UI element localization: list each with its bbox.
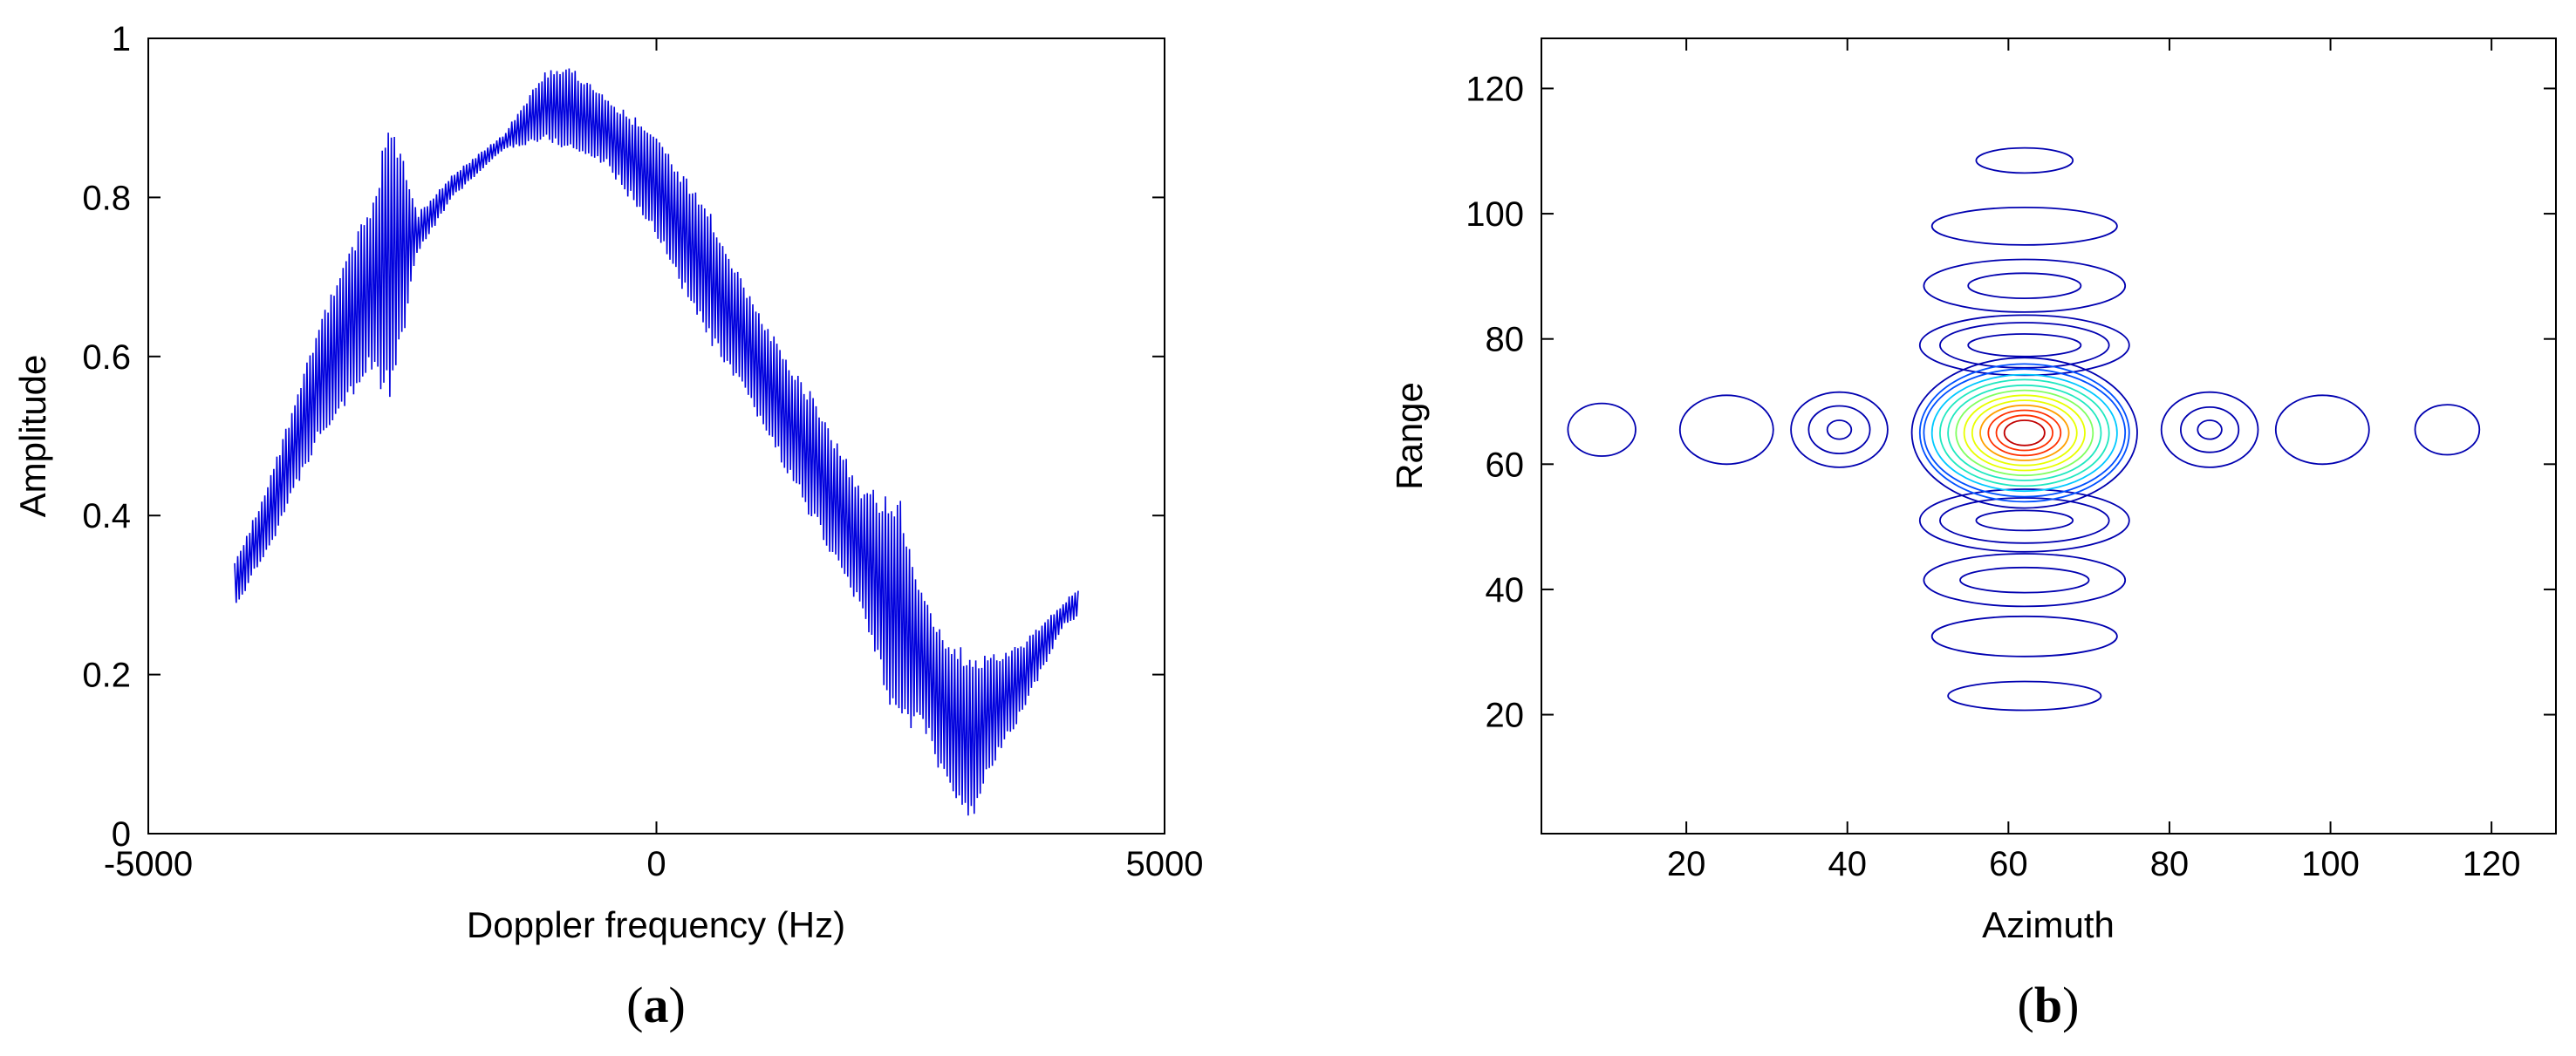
plot-b-y-tick-label: 40 (1486, 571, 1525, 610)
plot-a-y-tick-label: 0.2 (82, 657, 131, 695)
plot-b-x-tick-label: 60 (1989, 845, 2028, 883)
main-lobe-contour (1918, 363, 2130, 503)
azimuth-sidelobe-contour (1678, 394, 1774, 466)
plot-b-y-tick-label: 120 (1466, 70, 1524, 108)
main-lobe-contour (1939, 378, 2110, 487)
plot-a-y-tick-label: 0.8 (82, 179, 131, 217)
range-sidelobe-contour (1930, 206, 2118, 246)
plot-b-y-tick-label: 60 (1486, 446, 1525, 484)
plot-a-x-tick-label: -5000 (104, 845, 193, 883)
plot-b-x-tick-label: 40 (1828, 845, 1867, 883)
plot-b-x-tick-label: 100 (2301, 845, 2360, 883)
range-sidelobe-contour (1959, 566, 2090, 594)
plot-b-x-tick-label: 20 (1667, 845, 1706, 883)
azimuth-sidelobe-contour (2180, 405, 2240, 453)
panel-b-caption: (b) (2018, 977, 2080, 1033)
range-sidelobe-contour (1923, 553, 2127, 608)
range-sidelobe-contour (1939, 322, 2110, 369)
azimuth-sidelobe-contour (2274, 394, 2370, 466)
azimuth-sidelobe-contour (1826, 419, 1853, 440)
main-lobe-contour (1955, 389, 2094, 477)
azimuth-sidelobe-contour (1807, 405, 1871, 454)
plot-b-y-tick-label: 20 (1486, 697, 1525, 735)
range-sidelobe-contour (1975, 509, 2074, 532)
plot-b-background (1541, 38, 2556, 834)
spectrum-trace (234, 68, 1079, 816)
azimuth-sidelobe-contour (2160, 391, 2259, 468)
range-sidelobe-contour (1923, 258, 2127, 313)
range-sidelobe-contour (1947, 680, 2102, 712)
panel-b-caption-letter: b (2034, 977, 2062, 1033)
main-lobe-contour (1963, 394, 2086, 472)
plot-b-axes-box (1541, 37, 2557, 835)
plot-b-y-tick-label: 80 (1486, 321, 1525, 359)
plot-a-y-axis-label: Amplitude (12, 355, 53, 518)
main-lobe-contour (1995, 414, 2053, 452)
plot-a-y-tick-label: 0.4 (82, 497, 131, 535)
main-lobe-contour (2003, 419, 2046, 446)
main-lobe-contour (1979, 404, 2070, 461)
plot-b-y-tick-label: 100 (1466, 195, 1524, 234)
panel-b-caption-open: ( (2018, 977, 2034, 1033)
main-lobe-contour (1930, 373, 2118, 493)
spectrum-line (234, 68, 1079, 816)
range-sidelobe-contour (1967, 333, 2082, 358)
range-sidelobe-contour (1930, 615, 2118, 657)
azimuth-sidelobe-contour (2197, 419, 2223, 440)
panel-a-caption: (a) (626, 977, 686, 1033)
range-sidelobe-contour (1939, 497, 2110, 544)
azimuth-sidelobe-contour (1790, 391, 1889, 468)
plot-b-ticks: 20 40 60 80 100 120 20 40 60 80 100 120 (1466, 38, 2556, 883)
range-sidelobe-contour (1975, 146, 2074, 174)
contour-lines (1567, 146, 2481, 712)
panel-a-caption-close: ) (669, 977, 686, 1033)
plot-a-y-tick-label: 0.6 (82, 338, 131, 377)
main-lobe-contour (1971, 399, 2078, 467)
range-sidelobe-contour (1918, 488, 2130, 553)
azimuth-sidelobe-contour (2414, 404, 2481, 456)
plot-a-x-tick-label: 5000 (1126, 845, 1204, 883)
main-lobe-contour (1923, 368, 2127, 498)
plot-b-y-axis-label: Range (1389, 382, 1430, 490)
plot-b-x-axis-label: Azimuth (1982, 904, 2115, 945)
plot-a-y-tick-label: 0 (112, 815, 131, 854)
main-lobe-contour (1947, 384, 2102, 481)
azimuth-sidelobe-contour (1567, 402, 1636, 457)
plot-a-y-tick-label: 1 (112, 20, 131, 58)
plot-a-x-tick-label: 0 (646, 845, 666, 883)
panel-a-caption-open: ( (626, 977, 643, 1033)
plot-a-x-axis-label: Doppler frequency (Hz) (467, 904, 845, 945)
panel-b-contour-plot: 20 40 60 80 100 120 20 40 60 80 100 120 Azimuth Ran… (1389, 37, 2557, 1033)
plot-b-x-tick-label: 80 (2150, 845, 2190, 883)
main-lobe-contour (1910, 357, 2138, 509)
panel-b-caption-close: ) (2062, 977, 2079, 1033)
panel-a-caption-letter: a (644, 977, 669, 1033)
plot-b-x-tick-label: 120 (2463, 845, 2521, 883)
range-sidelobe-contour (1967, 272, 2082, 300)
main-lobe-contour (1987, 409, 2062, 457)
